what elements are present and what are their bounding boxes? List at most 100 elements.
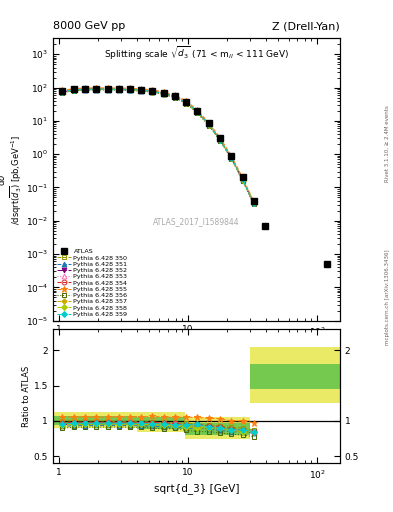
Pythia 6.428 358	[162, 91, 166, 97]
Pythia 6.428 356	[59, 90, 64, 96]
Line: ATLAS: ATLAS	[59, 86, 330, 267]
Pythia 6.428 353	[173, 93, 177, 99]
Pythia 6.428 353	[116, 86, 121, 92]
Pythia 6.428 356	[71, 88, 76, 94]
Pythia 6.428 356	[116, 87, 121, 93]
Line: Pythia 6.428 351: Pythia 6.428 351	[59, 87, 256, 206]
Pythia 6.428 354	[83, 86, 88, 92]
Pythia 6.428 354	[173, 93, 177, 99]
Pythia 6.428 355	[116, 85, 121, 91]
Pythia 6.428 358	[106, 86, 110, 92]
Pythia 6.428 351	[94, 87, 99, 93]
Pythia 6.428 351	[71, 88, 76, 94]
Text: Rivet 3.1.10, ≥ 2.4M events: Rivet 3.1.10, ≥ 2.4M events	[385, 105, 390, 182]
Pythia 6.428 354	[229, 154, 233, 160]
Pythia 6.428 358	[83, 87, 88, 93]
Pythia 6.428 355	[128, 85, 132, 91]
Pythia 6.428 351	[240, 177, 245, 183]
Pythia 6.428 355	[251, 198, 256, 204]
Pythia 6.428 354	[59, 89, 64, 95]
ATLAS	[150, 88, 155, 94]
Pythia 6.428 355	[71, 86, 76, 92]
Pythia 6.428 353	[218, 137, 222, 143]
ATLAS	[116, 86, 121, 92]
Pythia 6.428 350	[240, 176, 245, 182]
ATLAS	[218, 135, 222, 141]
Line: Pythia 6.428 354: Pythia 6.428 354	[59, 87, 256, 205]
Pythia 6.428 354	[106, 86, 110, 92]
ATLAS	[59, 88, 64, 94]
Pythia 6.428 350	[116, 86, 121, 92]
Pythia 6.428 351	[150, 89, 155, 95]
Pythia 6.428 353	[94, 86, 99, 92]
Pythia 6.428 359	[59, 89, 64, 95]
Pythia 6.428 355	[218, 135, 222, 141]
Pythia 6.428 355	[59, 88, 64, 94]
Pythia 6.428 352	[106, 86, 110, 92]
Pythia 6.428 356	[139, 88, 144, 94]
Pythia 6.428 354	[94, 86, 99, 92]
Pythia 6.428 355	[139, 86, 144, 92]
Pythia 6.428 353	[83, 86, 88, 92]
Pythia 6.428 357	[173, 94, 177, 100]
Pythia 6.428 350	[94, 86, 99, 92]
Pythia 6.428 359	[106, 86, 110, 92]
Pythia 6.428 350	[229, 154, 233, 160]
Pythia 6.428 355	[195, 107, 200, 113]
Pythia 6.428 359	[150, 88, 155, 94]
Pythia 6.428 354	[71, 87, 76, 93]
Pythia 6.428 354	[251, 200, 256, 206]
Pythia 6.428 353	[139, 87, 144, 93]
Pythia 6.428 352	[162, 91, 166, 97]
Pythia 6.428 356	[207, 122, 211, 129]
Pythia 6.428 355	[162, 89, 166, 95]
Pythia 6.428 353	[128, 87, 132, 93]
Pythia 6.428 358	[71, 87, 76, 93]
ATLAS	[106, 86, 110, 92]
Pythia 6.428 352	[173, 94, 177, 100]
Text: Splitting scale $\sqrt{d_3}$ (71 < m$_{ll}$ < 111 GeV): Splitting scale $\sqrt{d_3}$ (71 < m$_{l…	[104, 46, 289, 62]
Pythia 6.428 353	[195, 109, 200, 115]
Pythia 6.428 352	[251, 200, 256, 206]
Pythia 6.428 350	[162, 90, 166, 96]
Pythia 6.428 359	[218, 137, 222, 143]
Pythia 6.428 354	[128, 87, 132, 93]
Pythia 6.428 353	[150, 88, 155, 94]
Pythia 6.428 352	[218, 137, 222, 143]
Pythia 6.428 357	[139, 87, 144, 93]
Pythia 6.428 350	[207, 121, 211, 127]
Pythia 6.428 351	[173, 94, 177, 100]
Pythia 6.428 354	[162, 90, 166, 96]
Pythia 6.428 351	[59, 89, 64, 95]
ATLAS	[71, 87, 76, 93]
Pythia 6.428 357	[207, 121, 211, 127]
Pythia 6.428 354	[116, 86, 121, 92]
Pythia 6.428 354	[150, 88, 155, 94]
Pythia 6.428 356	[240, 178, 245, 184]
Pythia 6.428 353	[207, 121, 211, 127]
Pythia 6.428 355	[83, 85, 88, 91]
Text: 8000 GeV pp: 8000 GeV pp	[53, 22, 125, 31]
Pythia 6.428 357	[184, 100, 189, 106]
Pythia 6.428 358	[116, 87, 121, 93]
Pythia 6.428 357	[106, 86, 110, 92]
Pythia 6.428 352	[184, 100, 189, 106]
Line: Pythia 6.428 357: Pythia 6.428 357	[59, 87, 256, 205]
Pythia 6.428 356	[94, 87, 99, 93]
Pythia 6.428 350	[139, 87, 144, 93]
Pythia 6.428 351	[184, 100, 189, 106]
Pythia 6.428 351	[83, 87, 88, 93]
Pythia 6.428 353	[251, 200, 256, 206]
Pythia 6.428 351	[128, 87, 132, 93]
Pythia 6.428 357	[59, 89, 64, 95]
Pythia 6.428 359	[71, 87, 76, 93]
X-axis label: sqrt{d_3} [GeV]: sqrt{d_3} [GeV]	[154, 483, 239, 494]
Pythia 6.428 358	[218, 137, 222, 143]
Pythia 6.428 350	[173, 93, 177, 99]
Pythia 6.428 350	[71, 87, 76, 93]
Pythia 6.428 351	[162, 91, 166, 97]
Pythia 6.428 359	[207, 121, 211, 127]
Pythia 6.428 352	[195, 109, 200, 115]
Pythia 6.428 353	[71, 87, 76, 93]
Pythia 6.428 352	[207, 121, 211, 127]
